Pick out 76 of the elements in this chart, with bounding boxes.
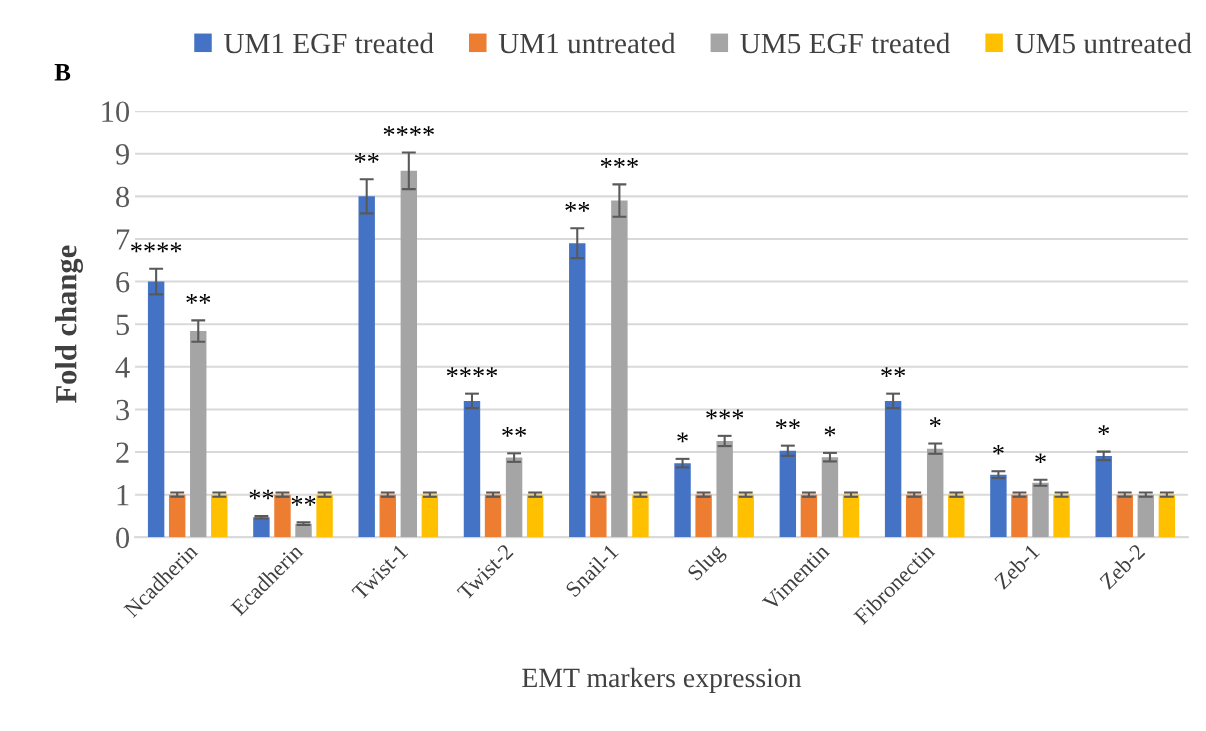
bar — [1137, 494, 1155, 538]
bar — [526, 494, 544, 538]
bar — [1095, 455, 1112, 538]
data-label: * — [1098, 425, 1110, 435]
bar — [1116, 494, 1133, 538]
y-tick-label: 8 — [116, 186, 130, 208]
bar — [1032, 482, 1049, 538]
y-tick-label: 4 — [115, 357, 130, 378]
data-label: *** — [600, 158, 638, 168]
bar — [569, 243, 586, 538]
y-tick-label: 10 — [102, 101, 130, 123]
y-tick-label: 7 — [116, 229, 130, 250]
bar — [421, 494, 439, 538]
bar — [821, 457, 839, 538]
x-tick-label: Slug — [686, 542, 729, 585]
data-label: **** — [446, 367, 498, 378]
data-label: * — [1035, 453, 1046, 464]
y-axis-title: Fold change — [55, 245, 83, 404]
data-label: ** — [565, 202, 590, 212]
y-tick-label: 0 — [116, 527, 130, 549]
bar — [211, 494, 228, 538]
data-label: *** — [706, 409, 744, 420]
bar — [147, 281, 165, 538]
legend-label: UM5 EGF treated — [740, 32, 950, 54]
bar — [842, 494, 860, 538]
y-tick-label: 9 — [115, 144, 129, 165]
data-label: ** — [291, 496, 316, 506]
y-tick-label: 3 — [116, 399, 130, 421]
bar — [484, 494, 502, 538]
data-label: ** — [186, 294, 211, 304]
bar — [400, 170, 418, 538]
bar — [190, 331, 207, 538]
bar — [990, 474, 1007, 538]
legend-label: UM1 untreated — [498, 32, 676, 54]
data-label: * — [993, 444, 1004, 455]
data-label: * — [824, 426, 836, 437]
data-label: ** — [249, 489, 274, 500]
bar — [927, 448, 944, 538]
data-label: * — [929, 417, 941, 427]
data-label: ** — [881, 367, 906, 378]
bar — [590, 494, 607, 538]
bar — [716, 440, 733, 538]
bar — [1053, 494, 1070, 538]
legend-label: UM5 untreated — [1015, 32, 1192, 54]
bar — [779, 450, 797, 538]
bar — [884, 400, 902, 538]
text: B — [54, 64, 71, 81]
bar — [905, 494, 923, 538]
bar — [1158, 494, 1176, 538]
bar — [695, 494, 712, 538]
legend-label: UM1 EGF treated — [224, 32, 434, 54]
data-label: ** — [502, 427, 527, 437]
bar — [611, 200, 628, 538]
bar — [316, 494, 333, 538]
bar — [379, 494, 396, 538]
bar — [505, 457, 523, 538]
y-tick-label: 5 — [116, 314, 130, 336]
bar — [737, 494, 754, 538]
bar — [358, 196, 375, 538]
bar — [168, 494, 186, 538]
data-label: ** — [354, 152, 379, 163]
bar — [274, 494, 291, 538]
data-label: ** — [775, 419, 800, 430]
x-axis-title: EMT markers expression — [522, 667, 802, 693]
bar — [632, 494, 649, 538]
y-tick-label: 6 — [116, 271, 130, 293]
y-tick-label: 2 — [116, 442, 129, 463]
bar — [1011, 494, 1028, 538]
data-label: **** — [131, 242, 182, 253]
data-label: * — [677, 432, 688, 443]
y-tick-label: 1 — [117, 485, 129, 506]
bar — [674, 463, 691, 538]
bar — [463, 400, 481, 538]
bar — [800, 494, 818, 538]
bar — [948, 494, 965, 538]
data-label: **** — [383, 126, 434, 136]
